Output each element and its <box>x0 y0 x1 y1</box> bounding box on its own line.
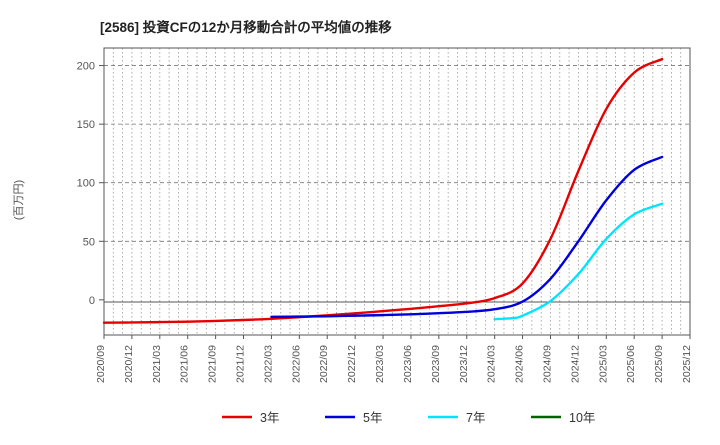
x-tick-label: 2020/09 <box>95 345 107 383</box>
x-tick-label: 2023/06 <box>402 345 414 383</box>
x-tick-label: 2021/03 <box>151 345 163 383</box>
y-tick-label: 100 <box>77 178 95 190</box>
series-line-5年 <box>270 155 664 319</box>
x-tick-label: 2024/12 <box>569 345 581 383</box>
x-tick-label: 2020/12 <box>123 345 135 383</box>
legend-label-7年[interactable]: 7年 <box>466 411 485 425</box>
y-axis-ticks: 0 50 100 150 200 <box>77 61 104 307</box>
legend-label-5年[interactable]: 5年 <box>363 411 382 425</box>
series-line-7年 <box>493 202 664 321</box>
y-tick-label: 150 <box>77 119 95 131</box>
plot-area-border <box>103 47 691 336</box>
chart-legend: 3年 5年 7年 10年 <box>222 411 595 425</box>
x-tick-label: 2025/09 <box>653 345 665 383</box>
y-tick-label: 200 <box>77 61 95 73</box>
legend-label-3年[interactable]: 3年 <box>260 411 279 425</box>
x-axis-ticks: 2020/09 2020/12 2021/03 2021/06 2021/09 2021/… <box>95 335 693 383</box>
x-tick-label: 2021/06 <box>179 345 191 383</box>
x-tick-label: 2022/03 <box>262 345 274 383</box>
x-tick-label: 2024/06 <box>514 345 526 383</box>
legend-label-10年[interactable]: 10年 <box>569 411 595 425</box>
x-tick-label: 2025/12 <box>681 345 693 383</box>
y-axis-label: (百万円) <box>13 180 25 220</box>
x-tick-label: 2022/09 <box>318 345 330 383</box>
x-tick-label: 2021/12 <box>235 345 247 383</box>
x-tick-label: 2025/03 <box>597 345 609 383</box>
x-tick-label: 2021/09 <box>207 345 219 383</box>
x-tick-label: 2023/09 <box>430 345 442 383</box>
series-line-3年 <box>102 57 664 324</box>
x-tick-label: 2025/06 <box>625 345 637 383</box>
x-tick-label: 2024/03 <box>486 345 498 383</box>
page-title: [2586] 投資CFの12か月移動合計の平均値の推移 <box>100 19 392 35</box>
x-tick-label: 2022/12 <box>346 345 358 383</box>
y-tick-label: 50 <box>83 236 95 248</box>
x-tick-label: 2022/06 <box>290 345 302 383</box>
x-tick-label: 2023/03 <box>374 345 386 383</box>
data-series-group <box>102 57 664 324</box>
x-tick-label: 2024/09 <box>541 345 553 383</box>
y-tick-label: 0 <box>89 295 95 307</box>
x-tick-label: 2023/12 <box>458 345 470 383</box>
